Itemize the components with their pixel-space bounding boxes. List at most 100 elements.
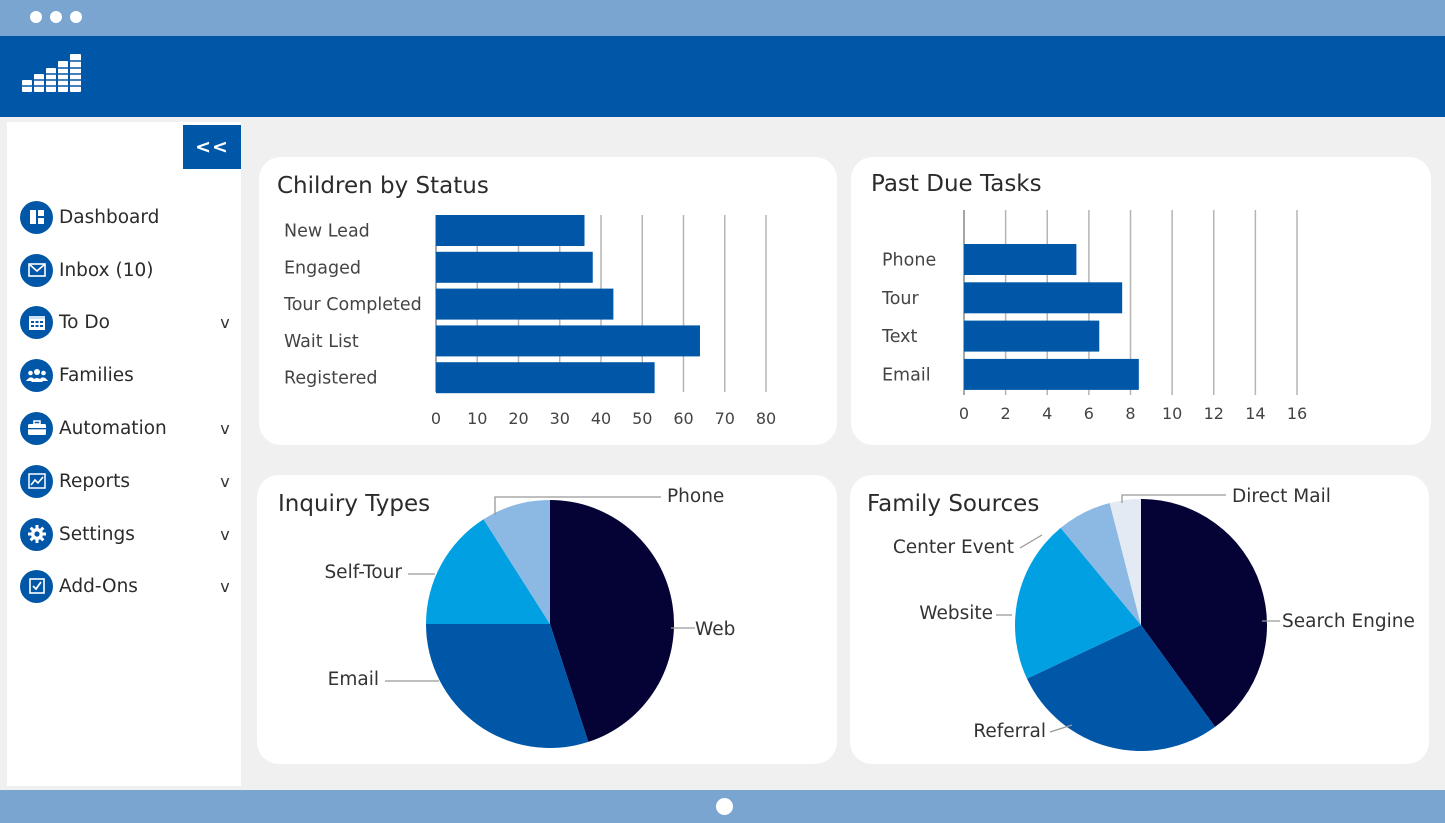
sidebar-item-label: To Do <box>59 311 110 333</box>
x-tick-label: 6 <box>1084 404 1094 423</box>
children-by-status-chart: 0 10 20 30 40 50 60 70 80 New Lead Engaged Tour Com… <box>283 215 776 428</box>
window-frame-bottom <box>0 790 1445 823</box>
bar <box>436 288 614 320</box>
x-tick-label: 12 <box>1204 404 1224 423</box>
sidebar-item-label: Settings <box>59 523 135 545</box>
children-by-status-card: Children by Status 0 10 20 30 40 50 60 70 80 New … <box>259 157 837 445</box>
leader-line <box>1019 534 1043 549</box>
sidebar-item-families[interactable]: Families <box>20 358 232 392</box>
slice-label: Phone <box>667 486 724 507</box>
pie-slice <box>1060 502 1141 625</box>
slice-label: Web <box>695 619 735 640</box>
bar <box>964 282 1123 314</box>
family-sources-card: Family Sources Search Engine Referral Webs… <box>850 475 1429 764</box>
x-tick-label: 20 <box>508 409 528 428</box>
x-tick-label: 10 <box>467 409 487 428</box>
x-tick-label: 70 <box>715 409 735 428</box>
sidebar-item-label: Add-Ons <box>59 575 138 597</box>
x-tick-label: 16 <box>1287 404 1307 423</box>
bar <box>436 325 700 357</box>
leader-line <box>494 496 661 515</box>
gear-icon <box>20 517 53 551</box>
pie-slice <box>483 500 550 624</box>
window-frame-top <box>0 0 1445 36</box>
card-title: Past Due Tasks <box>871 171 1042 197</box>
envelope-icon <box>20 253 53 287</box>
x-tick-label: 0 <box>959 404 969 423</box>
sidebar-item-dashboard[interactable]: Dashboard <box>20 200 232 234</box>
inquiry-types-chart: Web Email Self-Tour Phone <box>324 486 735 748</box>
slice-label: Email <box>328 669 379 690</box>
chevron-down-icon[interactable]: v <box>220 312 230 332</box>
family-sources-chart: Search Engine Referral Website Center Event… <box>893 486 1415 751</box>
slice-label: Website <box>919 603 993 624</box>
window-dot <box>50 11 62 23</box>
pie-slice <box>1015 527 1141 679</box>
slice-label: Search Engine <box>1282 611 1415 632</box>
category-label: Text <box>881 327 918 347</box>
slice-label: Center Event <box>893 537 1014 558</box>
category-label: Email <box>882 365 931 385</box>
past-due-tasks-card: Past Due Tasks 0 2 4 6 8 10 12 14 16 Phone Tour Tex… <box>851 157 1431 445</box>
card-title: Family Sources <box>867 491 1040 517</box>
sidebar-item-label: Reports <box>59 470 130 492</box>
chart-line-icon <box>20 464 53 498</box>
window-dot <box>70 11 82 23</box>
x-tick-label: 4 <box>1042 404 1052 423</box>
chevron-down-icon[interactable]: v <box>220 418 230 438</box>
x-tick-label: 8 <box>1125 404 1135 423</box>
home-indicator <box>716 798 733 815</box>
card-title: Children by Status <box>277 173 489 199</box>
checkbox-icon <box>20 569 53 603</box>
category-label: Registered <box>284 369 378 389</box>
x-tick-label: 50 <box>632 409 652 428</box>
sidebar-item-label: Automation <box>59 417 167 439</box>
sidebar-item-label: Dashboard <box>59 206 160 228</box>
pie-slice <box>550 500 674 742</box>
chevron-down-icon[interactable]: v <box>220 576 230 596</box>
app-header <box>0 36 1445 117</box>
bar <box>436 362 655 394</box>
pie-slice <box>426 519 550 624</box>
pie-slice <box>1109 499 1141 625</box>
slice-label: Direct Mail <box>1232 486 1331 507</box>
sidebar-item-add-ons[interactable]: Add-Ons v <box>20 569 232 603</box>
card-title: Inquiry Types <box>278 491 431 517</box>
sidebar-item-to-do[interactable]: To Do v <box>20 305 232 339</box>
briefcase-icon <box>20 411 53 445</box>
sidebar-item-automation[interactable]: Automation v <box>20 411 232 445</box>
sidebar-item-label: Families <box>59 364 134 386</box>
leader-line <box>1121 494 1226 503</box>
bar <box>964 320 1100 352</box>
sidebar-item-label: Inbox (10) <box>59 259 154 281</box>
past-due-tasks-chart: 0 2 4 6 8 10 12 14 16 Phone Tour Text Email <box>881 210 1307 423</box>
category-label: New Lead <box>284 222 370 242</box>
x-tick-label: 14 <box>1245 404 1265 423</box>
x-tick-label: 40 <box>591 409 611 428</box>
x-tick-label: 80 <box>756 409 776 428</box>
x-tick-label: 2 <box>1001 404 1011 423</box>
calendar-icon <box>20 305 53 339</box>
x-tick-label: 0 <box>431 409 441 428</box>
leader-line <box>1049 724 1073 733</box>
dashboard-icon <box>20 200 53 234</box>
category-label: Tour <box>881 289 920 309</box>
sidebar-item-reports[interactable]: Reports v <box>20 464 232 498</box>
pie-slice <box>1141 499 1267 727</box>
chevron-down-icon[interactable]: v <box>220 471 230 491</box>
bar <box>964 358 1139 390</box>
bar <box>436 215 585 246</box>
bar <box>436 251 593 283</box>
category-label: Phone <box>882 251 936 271</box>
chevron-down-icon[interactable]: v <box>220 524 230 544</box>
x-tick-label: 60 <box>673 409 693 428</box>
slice-label: Referral <box>973 721 1046 742</box>
people-icon <box>20 358 53 392</box>
collapse-sidebar-button[interactable]: << <box>183 125 241 169</box>
sidebar-item-settings[interactable]: Settings v <box>20 517 232 551</box>
logo-icon <box>22 54 81 92</box>
slice-label: Self-Tour <box>324 562 402 583</box>
pie-slice <box>1026 625 1216 751</box>
sidebar-item-inbox[interactable]: Inbox (10) <box>20 253 232 287</box>
x-tick-label: 30 <box>550 409 570 428</box>
